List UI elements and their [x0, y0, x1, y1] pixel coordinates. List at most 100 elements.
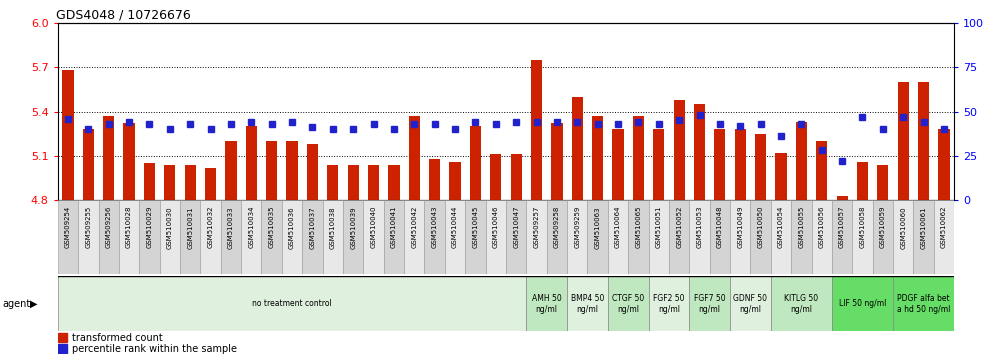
Bar: [348, 165, 359, 200]
Text: GSM510047: GSM510047: [513, 206, 519, 249]
Bar: [832, 276, 893, 331]
Text: BMP4 50
ng/ml: BMP4 50 ng/ml: [571, 293, 605, 314]
Text: no treatment control: no treatment control: [252, 299, 332, 308]
Bar: [408, 116, 420, 200]
Bar: [241, 200, 262, 274]
Text: GSM510045: GSM510045: [472, 206, 478, 249]
Text: GSM509257: GSM509257: [534, 206, 540, 249]
Text: KITLG 50
ng/ml: KITLG 50 ng/ml: [784, 293, 819, 314]
Text: GSM510043: GSM510043: [431, 206, 437, 249]
Bar: [184, 165, 196, 200]
Bar: [526, 200, 547, 274]
Text: GSM510038: GSM510038: [330, 206, 336, 249]
Bar: [159, 200, 180, 274]
Bar: [404, 200, 424, 274]
Bar: [511, 154, 522, 200]
Text: agent: agent: [2, 298, 30, 309]
Bar: [918, 82, 929, 200]
Bar: [648, 200, 669, 274]
Bar: [424, 200, 445, 274]
Bar: [735, 129, 746, 200]
Bar: [588, 200, 608, 274]
Bar: [63, 70, 74, 200]
Text: GSM510035: GSM510035: [269, 206, 275, 249]
Text: GSM510030: GSM510030: [166, 206, 173, 249]
Text: transformed count: transformed count: [73, 332, 163, 343]
Text: GSM510065: GSM510065: [635, 206, 641, 249]
Text: GSM510050: GSM510050: [758, 206, 764, 249]
Text: GSM509256: GSM509256: [106, 206, 112, 249]
Bar: [893, 200, 913, 274]
Text: GSM510031: GSM510031: [187, 206, 193, 249]
Bar: [694, 104, 705, 200]
Bar: [710, 200, 730, 274]
Bar: [628, 200, 648, 274]
Bar: [58, 344, 67, 353]
Text: ▶: ▶: [30, 298, 38, 309]
Text: GSM510052: GSM510052: [676, 206, 682, 249]
Bar: [143, 163, 155, 200]
Text: PDGF alfa bet
a hd 50 ng/ml: PDGF alfa bet a hd 50 ng/ml: [897, 293, 950, 314]
Bar: [857, 162, 869, 200]
Bar: [470, 126, 481, 200]
Bar: [486, 200, 506, 274]
Text: GSM510049: GSM510049: [737, 206, 743, 249]
Bar: [200, 200, 221, 274]
Bar: [429, 159, 440, 200]
Bar: [383, 200, 404, 274]
Bar: [139, 200, 159, 274]
Bar: [104, 116, 115, 200]
Text: FGF7 50
ng/ml: FGF7 50 ng/ml: [694, 293, 725, 314]
Text: GSM510057: GSM510057: [839, 206, 846, 249]
Bar: [307, 144, 318, 200]
Text: GSM510039: GSM510039: [351, 206, 357, 249]
Bar: [388, 165, 399, 200]
Text: GSM510056: GSM510056: [819, 206, 825, 249]
Bar: [225, 141, 236, 200]
Bar: [816, 141, 828, 200]
Bar: [653, 129, 664, 200]
Bar: [934, 200, 954, 274]
Bar: [853, 200, 872, 274]
Bar: [205, 167, 216, 200]
Bar: [282, 200, 302, 274]
Text: GSM510041: GSM510041: [390, 206, 397, 249]
Text: GSM510054: GSM510054: [778, 206, 784, 249]
Bar: [938, 129, 949, 200]
Text: GSM509259: GSM509259: [575, 206, 581, 249]
Bar: [368, 165, 379, 200]
Text: GSM510042: GSM510042: [411, 206, 417, 249]
Text: CTGF 50
ng/ml: CTGF 50 ng/ml: [613, 293, 644, 314]
Text: GSM510046: GSM510046: [493, 206, 499, 249]
Text: LIF 50 ng/ml: LIF 50 ng/ml: [839, 299, 886, 308]
Text: GSM510053: GSM510053: [696, 206, 702, 249]
Text: GDNF 50
ng/ml: GDNF 50 ng/ml: [733, 293, 768, 314]
Bar: [755, 133, 766, 200]
Bar: [714, 129, 725, 200]
Text: GSM510034: GSM510034: [248, 206, 254, 249]
Bar: [750, 200, 771, 274]
Text: GSM510029: GSM510029: [146, 206, 152, 249]
Bar: [246, 126, 257, 200]
Bar: [608, 276, 648, 331]
Bar: [180, 200, 200, 274]
Bar: [99, 200, 119, 274]
Bar: [608, 200, 628, 274]
Bar: [837, 195, 848, 200]
Bar: [287, 141, 298, 200]
Bar: [613, 129, 623, 200]
Bar: [572, 97, 583, 200]
Bar: [506, 200, 526, 274]
Bar: [877, 165, 888, 200]
Bar: [364, 200, 383, 274]
Bar: [567, 276, 608, 331]
Text: GSM510058: GSM510058: [860, 206, 866, 249]
Bar: [302, 200, 323, 274]
Text: GSM510033: GSM510033: [228, 206, 234, 249]
Bar: [897, 82, 908, 200]
Bar: [465, 200, 486, 274]
Bar: [262, 200, 282, 274]
Text: GSM510063: GSM510063: [595, 206, 601, 249]
Text: GSM510051: GSM510051: [655, 206, 661, 249]
Bar: [771, 200, 791, 274]
